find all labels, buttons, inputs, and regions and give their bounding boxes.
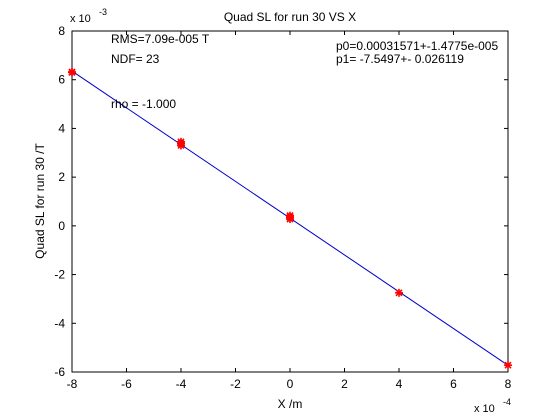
x-tick-label: -8 <box>67 377 78 391</box>
x-exponent-label: x 10 -4 <box>474 397 511 415</box>
data-point <box>504 361 512 370</box>
rms-annotation: RMS=7.09e-005 T <box>111 32 210 46</box>
x-tick-label: 6 <box>450 377 457 391</box>
x-tick-label: -4 <box>176 377 187 391</box>
x-tick-label: 0 <box>287 377 294 391</box>
x-tick-label: -2 <box>230 377 241 391</box>
x-tick-label: -6 <box>121 377 132 391</box>
y-axis: -6 -4 -2 0 2 4 6 8 <box>54 24 508 379</box>
y-tick-label: 0 <box>58 219 65 233</box>
x-axis-label: X /m <box>278 397 303 411</box>
y-tick-label: 6 <box>58 73 65 87</box>
y-tick-label: -2 <box>54 268 65 282</box>
p0-annotation: p0=0.00031571+-1.4775e-005 <box>336 39 498 53</box>
data-point <box>177 141 185 150</box>
y-tick-label: 2 <box>58 170 65 184</box>
x-tick-label: 2 <box>341 377 348 391</box>
p1-annotation: p1= -7.5497+- 0.026119 <box>336 52 464 66</box>
y-tick-label: 8 <box>58 24 65 38</box>
x-axis: -8 -6 -4 -2 0 2 4 6 8 <box>67 31 512 391</box>
y-exponent-base: x 10 <box>70 13 91 25</box>
x-tick-label: 8 <box>505 377 512 391</box>
x-exponent-base: x 10 <box>474 403 495 415</box>
x-exponent-power: -4 <box>503 397 511 407</box>
x-tick-label: 4 <box>396 377 403 391</box>
rho-annotation: rho = -1.000 <box>111 97 176 111</box>
y-tick-label: -4 <box>54 316 65 330</box>
series-layer <box>68 67 512 370</box>
y-exponent-power: -3 <box>99 7 107 17</box>
plot-area <box>71 30 509 373</box>
y-axis-label: Quad SL for run 30 /T <box>33 143 47 259</box>
y-tick-label: 4 <box>58 121 65 135</box>
y-tick-label: -6 <box>54 365 65 379</box>
data-point <box>395 288 403 297</box>
y-exponent-label: x 10 -3 <box>70 7 107 25</box>
data-point <box>286 215 294 224</box>
ndf-annotation: NDF= 23 <box>111 52 160 66</box>
chart-title: Quad SL for run 30 VS X <box>224 10 356 24</box>
data-point <box>68 68 76 77</box>
